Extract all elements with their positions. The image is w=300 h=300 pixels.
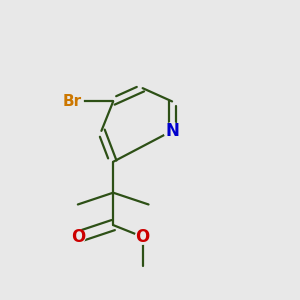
Circle shape (70, 230, 85, 244)
Text: N: N (165, 122, 179, 140)
Circle shape (135, 230, 150, 244)
Circle shape (164, 123, 180, 139)
Text: O: O (136, 228, 150, 246)
Text: O: O (71, 228, 85, 246)
Text: Br: Br (62, 94, 82, 109)
Circle shape (61, 90, 83, 112)
